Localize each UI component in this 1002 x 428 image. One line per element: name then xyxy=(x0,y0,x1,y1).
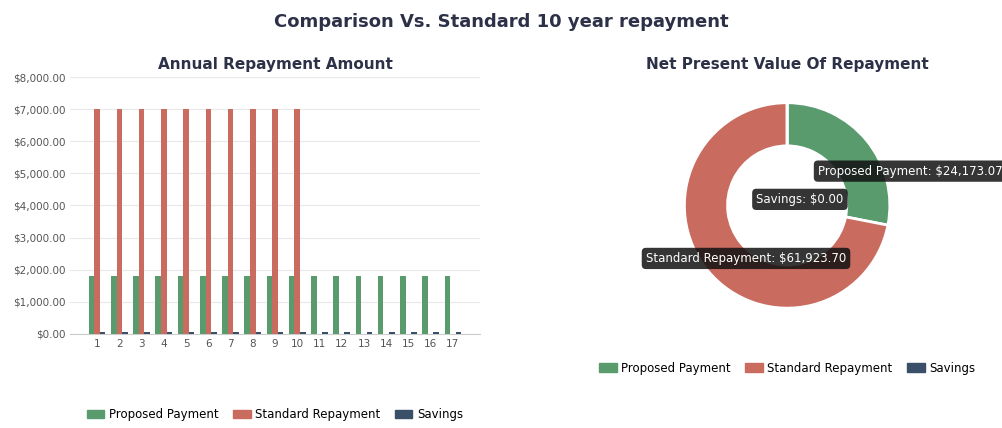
Bar xyxy=(111,276,116,334)
Bar xyxy=(177,276,183,334)
Bar xyxy=(434,332,439,334)
Bar xyxy=(161,109,166,334)
Bar xyxy=(289,276,295,334)
Text: Standard Repayment: $61,923.70: Standard Repayment: $61,923.70 xyxy=(646,252,846,265)
Bar xyxy=(256,332,262,334)
Wedge shape xyxy=(684,103,888,308)
Bar xyxy=(367,332,373,334)
Title: Annual Repayment Amount: Annual Repayment Amount xyxy=(157,56,393,72)
Legend: Proposed Payment, Standard Repayment, Savings: Proposed Payment, Standard Repayment, Sa… xyxy=(82,403,468,425)
Bar xyxy=(295,109,300,334)
Bar xyxy=(227,109,233,334)
Bar xyxy=(323,332,328,334)
Bar xyxy=(116,109,122,334)
Bar xyxy=(278,332,284,334)
Bar xyxy=(273,109,278,334)
Bar xyxy=(249,109,256,334)
Bar xyxy=(334,276,339,334)
Bar xyxy=(378,276,384,334)
Bar xyxy=(183,109,188,334)
Bar xyxy=(100,332,105,334)
Bar xyxy=(445,276,450,334)
Text: Proposed Payment: $24,173.07: Proposed Payment: $24,173.07 xyxy=(818,165,1002,178)
Bar xyxy=(139,109,144,334)
Bar xyxy=(400,276,406,334)
Wedge shape xyxy=(788,103,890,225)
Bar xyxy=(89,276,94,334)
Bar xyxy=(122,332,127,334)
Bar xyxy=(312,276,317,334)
Bar xyxy=(188,332,194,334)
Bar xyxy=(144,332,150,334)
Bar xyxy=(267,276,273,334)
Bar xyxy=(422,276,428,334)
Bar xyxy=(244,276,249,334)
Bar xyxy=(200,276,205,334)
Legend: Proposed Payment, Standard Repayment, Savings: Proposed Payment, Standard Repayment, Sa… xyxy=(594,357,980,379)
Bar xyxy=(205,109,211,334)
Bar xyxy=(211,332,216,334)
Text: Comparison Vs. Standard 10 year repayment: Comparison Vs. Standard 10 year repaymen… xyxy=(274,13,728,31)
Bar xyxy=(133,276,139,334)
Bar xyxy=(222,276,227,334)
Bar xyxy=(166,332,172,334)
Title: Net Present Value Of Repayment: Net Present Value Of Repayment xyxy=(645,56,929,72)
Bar xyxy=(456,332,461,334)
Bar xyxy=(233,332,238,334)
Bar xyxy=(155,276,161,334)
Bar xyxy=(356,276,361,334)
Bar xyxy=(300,332,306,334)
Text: Savings: $0.00: Savings: $0.00 xyxy=(757,193,844,206)
Bar xyxy=(411,332,417,334)
Bar xyxy=(389,332,395,334)
Bar xyxy=(345,332,350,334)
Bar xyxy=(94,109,100,334)
